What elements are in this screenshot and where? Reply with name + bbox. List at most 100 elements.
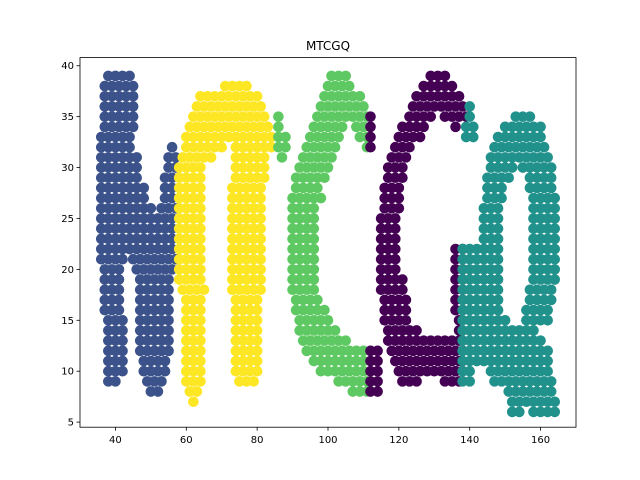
data-point: [542, 365, 553, 377]
y-tick-label: 5: [68, 418, 74, 429]
data-point: [308, 233, 320, 245]
data-point: [492, 213, 504, 224]
data-point: [258, 152, 270, 163]
data-point: [195, 294, 206, 306]
data-point: [354, 90, 366, 102]
data-point: [195, 325, 206, 336]
data-point: [308, 243, 320, 255]
data-point: [127, 111, 139, 122]
data-point: [195, 304, 206, 316]
data-point: [312, 294, 323, 306]
data-point: [195, 335, 206, 346]
y-tick-label: 15: [61, 316, 74, 327]
data-point: [319, 304, 330, 316]
chart-title: MTCGQ: [306, 39, 350, 53]
data-point: [545, 386, 557, 397]
data-point: [336, 121, 348, 133]
data-point: [545, 284, 557, 296]
data-point: [117, 314, 128, 326]
data-point: [340, 70, 352, 82]
data-point: [255, 101, 266, 112]
data-point: [163, 314, 174, 326]
data-point: [492, 294, 504, 306]
y-tick-label: 20: [61, 265, 74, 276]
data-point: [446, 80, 458, 92]
data-point: [467, 121, 479, 133]
data-point: [195, 274, 206, 285]
data-point: [152, 386, 164, 397]
data-point: [117, 325, 128, 336]
data-point: [258, 162, 270, 173]
data-point: [365, 111, 376, 122]
data-point: [343, 80, 355, 92]
data-point: [326, 152, 337, 163]
y-tick-label: 40: [61, 61, 74, 72]
data-point: [333, 131, 344, 143]
plot-frame: [79, 57, 577, 428]
data-point: [163, 284, 174, 296]
data-point: [124, 141, 135, 153]
data-point: [163, 325, 174, 336]
data-point: [188, 396, 199, 408]
data-point: [113, 274, 125, 285]
data-point: [258, 172, 270, 184]
data-point: [163, 335, 174, 346]
data-point: [365, 121, 376, 133]
series-2: [273, 70, 373, 397]
data-point: [397, 172, 408, 184]
data-point: [464, 101, 476, 112]
data-point: [358, 101, 369, 112]
data-point: [276, 152, 288, 163]
data-point: [372, 365, 383, 377]
data-point: [255, 202, 266, 214]
data-point: [195, 172, 206, 184]
data-point: [542, 152, 553, 163]
data-point: [425, 111, 437, 122]
data-point: [195, 264, 206, 275]
data-point: [372, 386, 383, 397]
data-point: [492, 274, 504, 285]
data-point: [166, 141, 178, 153]
x-tick-label: 120: [389, 435, 408, 446]
data-point: [198, 284, 210, 296]
data-point: [464, 365, 476, 377]
data-points: [95, 70, 561, 418]
data-point: [453, 90, 465, 102]
data-point: [464, 111, 476, 122]
data-point: [414, 131, 426, 143]
data-point: [251, 294, 263, 306]
data-point: [124, 70, 135, 82]
data-point: [492, 233, 504, 245]
data-point: [159, 355, 171, 367]
x-tick-label: 40: [109, 435, 122, 446]
data-point: [280, 141, 291, 153]
data-point: [255, 284, 266, 296]
data-point: [549, 274, 561, 285]
data-point: [496, 192, 507, 204]
data-point: [322, 162, 334, 173]
data-point: [258, 111, 270, 122]
data-point: [145, 202, 157, 214]
data-point: [404, 141, 415, 153]
data-point: [255, 264, 266, 275]
data-point: [131, 172, 142, 184]
data-point: [492, 202, 504, 214]
data-point: [397, 162, 408, 173]
data-point: [492, 223, 504, 234]
data-point: [113, 264, 125, 275]
data-point: [124, 131, 135, 143]
data-point: [503, 172, 514, 184]
data-point: [251, 335, 263, 346]
data-point: [163, 345, 174, 357]
data-point: [255, 274, 266, 285]
data-point: [542, 345, 553, 357]
data-point: [117, 365, 128, 377]
data-point: [492, 284, 504, 296]
data-point: [528, 325, 539, 336]
data-point: [329, 141, 341, 153]
data-point: [397, 274, 408, 285]
data-point: [251, 304, 263, 316]
data-point: [159, 365, 171, 377]
data-point: [535, 121, 546, 133]
